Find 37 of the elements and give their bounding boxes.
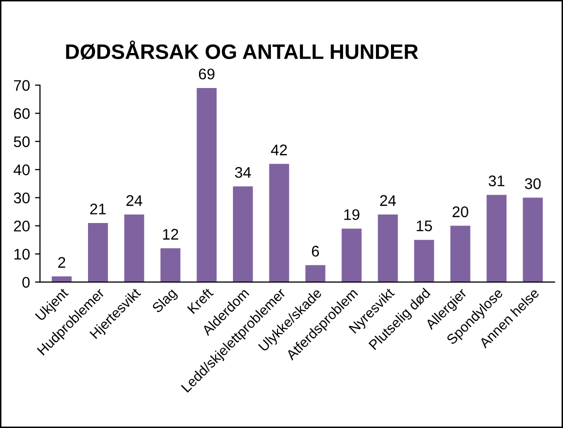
y-tick-label: 20 [14,220,30,232]
bar [88,222,108,282]
data-label: 42 [271,144,287,156]
bar [342,228,362,282]
data-label: 15 [416,220,432,232]
data-label: 19 [344,209,360,220]
bar [414,240,434,282]
data-label: 34 [234,167,251,178]
data-label: 24 [380,195,396,206]
y-tick-label: 60 [14,108,30,119]
x-tick-label: Slag [151,288,179,316]
bar [378,214,398,282]
bar [305,265,326,282]
data-label: 69 [198,68,214,80]
data-label: 12 [163,228,178,240]
data-label: 20 [452,206,468,218]
bar [486,194,507,282]
chart-title: DØDSÅRSAK OG ANTALL HUNDER [66,40,418,60]
data-label: 21 [90,204,106,214]
bar [450,226,470,282]
y-tick-label: 10 [14,248,30,260]
bar [160,248,180,282]
data-label: 30 [524,178,541,190]
data-label: 2 [58,257,66,268]
y-tick-label: 30 [14,192,30,204]
y-tick-label: 70 [14,80,30,91]
bar [124,214,144,282]
data-label: 6 [312,246,319,257]
bar [232,186,253,282]
bar [269,164,290,282]
bar [522,198,543,282]
data-label: 31 [488,175,504,186]
y-tick-label: 40 [14,164,30,176]
y-tick-label: 50 [14,136,30,148]
y-tick-label: 0 [22,276,30,288]
bar [196,88,217,282]
data-label: 24 [126,195,142,206]
